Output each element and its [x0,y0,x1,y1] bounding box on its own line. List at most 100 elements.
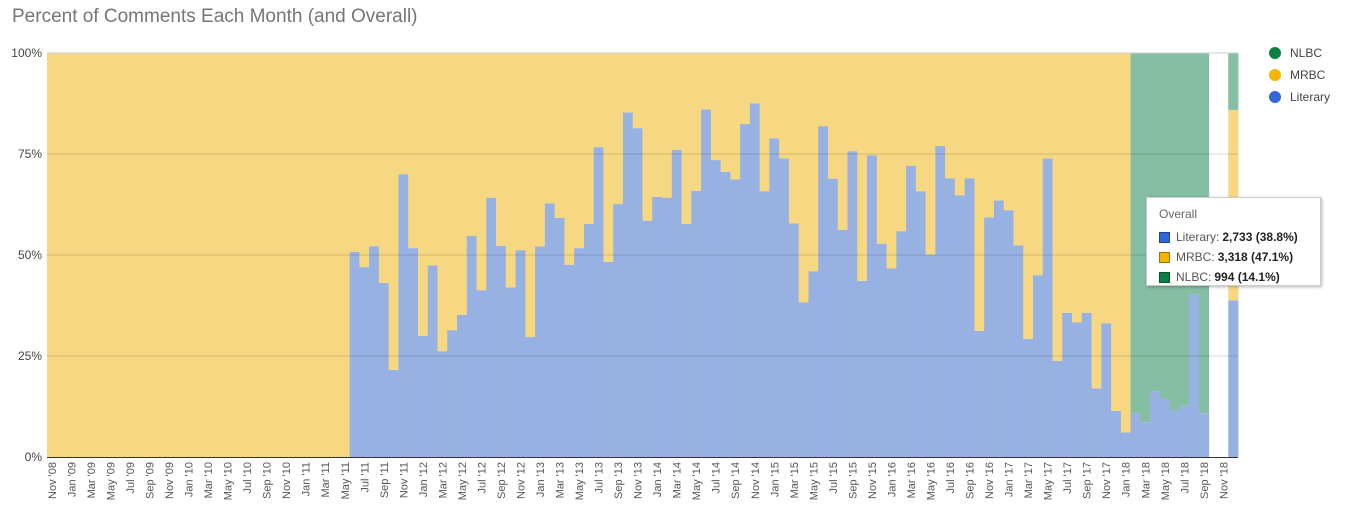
nlbc-swatch [1159,271,1170,283]
literary-area-segment [681,223,692,457]
mrbc-area-segment [125,53,136,457]
mrbc-area-segment [1111,53,1122,411]
literary-area-segment [535,246,546,457]
literary-area-segment [369,246,380,457]
literary-area-segment [1052,360,1063,457]
mrbc-area-segment [681,53,692,224]
mrbc-area-segment [193,53,204,457]
mrbc-area-segment [173,53,185,457]
x-tick-label: May '09 [105,462,117,500]
mrbc-area-segment [1042,53,1053,159]
literary-area-segment [935,145,946,458]
gridlines [47,52,1238,458]
literary-area-segment [1101,323,1112,457]
literary-area-segment [632,128,643,457]
literary-area-segment [447,330,458,457]
x-tick-label: Jan '15 [769,462,781,497]
mrbc-area-segment [613,53,624,205]
mrbc-area-segment [252,53,263,457]
x-tick-label: Jan '17 [1004,462,1016,497]
x-tick-label: Jul '16 [945,462,957,493]
x-tick-label: Jan '12 [418,462,430,497]
literary-area-segment [818,126,829,458]
mrbc-area-segment [906,53,917,166]
y-tick-label: 50% [18,248,42,262]
nlbc-legend-dot [1269,47,1281,59]
literary-area-segment [1091,388,1102,457]
mrbc-area-segment [593,53,604,148]
mrbc-area-segment [974,53,985,331]
mrbc-area-segment [183,53,194,457]
mrbc-area-segment [86,53,97,457]
x-tick-label: Nov '11 [398,462,410,498]
mrbc-area-segment [330,53,341,457]
x-tick-label: Nov '10 [281,462,293,499]
nlbc-area-segment [1130,53,1141,414]
x-tick-label: Jul '14 [711,462,723,493]
mrbc-area-segment [857,53,868,281]
legend-label[interactable]: NLBC [1290,46,1322,60]
legend-label[interactable]: MRBC [1290,68,1326,82]
literary-area-segment [1140,422,1151,457]
x-tick-label: Mar '11 [320,462,332,498]
x-tick-label: Nov '16 [984,462,996,499]
x-tick-label: Jul '18 [1179,462,1191,493]
literary-area-segment [779,158,790,457]
x-tick-label: Jul '17 [1062,462,1074,493]
x-tick-label: May '12 [457,462,469,500]
literary-area-segment [925,254,936,457]
mrbc-area-segment [759,53,770,192]
x-tick-label: Jul '12 [476,462,488,493]
mrbc-area-segment [818,53,829,127]
literary-area-segment [1169,410,1180,457]
x-tick-label: Nov '18 [1218,462,1230,499]
mrbc-area-segment [886,53,897,269]
x-axis: Nov '08 Jan '09 Mar '09 May '09 Jul '09 Sep '… [47,462,1230,500]
literary-area-segment [613,204,624,457]
x-tick-label: Sep '10 [262,462,274,499]
mrbc-area-segment [378,53,390,283]
literary-area-segment [896,231,907,457]
mrbc-area-segment [1120,53,1132,433]
literary-area-segment [554,217,565,457]
tooltip-title: Overall [1159,207,1198,221]
mrbc-area-segment [408,53,419,249]
mrbc-area-segment [76,53,87,457]
literary-area-segment [603,261,614,457]
mrbc-area-segment [574,53,585,249]
x-tick-label: May '18 [1160,462,1172,500]
mrbc-area-segment [1013,53,1024,246]
tooltip-label: NLBC [1176,270,1209,284]
mrbc-area-segment [134,53,146,457]
mrbc-area-segment [808,53,819,272]
mrbc-area-segment [95,53,106,457]
literary-area-segment [740,124,751,457]
mrbc-area-segment [388,53,399,370]
x-tick-label: May '11 [340,462,352,499]
literary-area-segment [886,268,897,457]
mrbc-area-segment [837,53,848,230]
x-tick-label: Mar '10 [203,462,215,498]
mrbc-area-segment [720,53,731,172]
literary-area-segment [544,203,556,457]
mrbc-area-segment [564,53,575,265]
literary-area-segment [486,197,497,457]
mrbc-area-segment [710,53,721,161]
mrbc-area-segment [242,53,253,457]
mrbc-area-segment [486,53,497,198]
legend-label[interactable]: Literary [1290,90,1330,104]
mrbc-area-segment [535,53,546,247]
literary-area-segment [730,179,741,457]
x-tick-label: Sep '14 [730,462,742,499]
plot-areas [47,53,1239,458]
literary-area-segment [427,265,438,457]
literary-area-segment [662,197,673,457]
mrbc-area-segment [867,53,878,156]
literary-area-segment [593,147,604,457]
tooltip-value: 2,733 (38.8%) [1222,230,1298,244]
mrbc-area-segment [496,53,507,246]
x-tick-label: Jul '11 [359,462,371,493]
literary-area-segment [701,109,712,457]
mrbc-area-segment [1003,53,1014,211]
literary-area-segment [1120,432,1132,457]
